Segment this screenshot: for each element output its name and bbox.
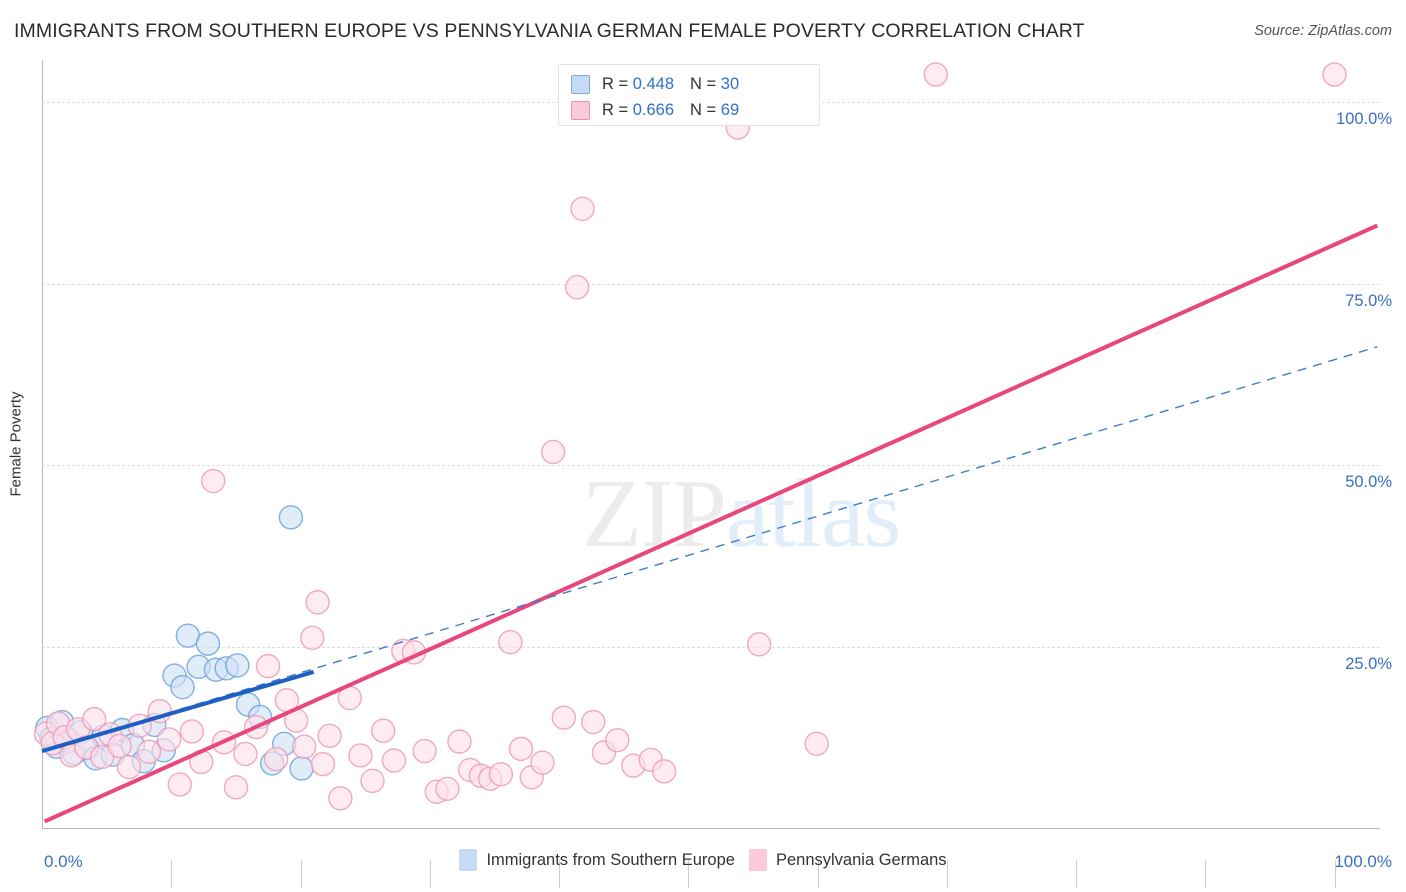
gridline bbox=[42, 646, 1380, 648]
scatter-point bbox=[170, 674, 195, 700]
series-legend-swatch-germans bbox=[748, 849, 767, 871]
scatter-point bbox=[651, 759, 677, 784]
scatter-point bbox=[263, 746, 289, 772]
x-axis-tick bbox=[559, 860, 561, 888]
trendline-immigrants-extrapolated bbox=[41, 346, 1378, 752]
series-legend-label-germans: Pennsylvania Germans bbox=[775, 850, 947, 869]
x-axis-min-label: 0.0% bbox=[44, 852, 83, 871]
series-legend: Immigrants from Southern Europe Pennsylv… bbox=[0, 849, 1406, 871]
x-axis-tick bbox=[429, 860, 431, 888]
stats-legend-row: R = 0.448 N = 30 bbox=[571, 71, 809, 97]
n-value-pink: 69 bbox=[720, 100, 740, 119]
y-axis-tick-label: 25.0% bbox=[1345, 654, 1392, 673]
page-title: IMMIGRANTS FROM SOUTHERN EUROPE VS PENNS… bbox=[14, 20, 1085, 42]
stats-legend-text-blue: R = 0.448 N = 30 bbox=[602, 74, 740, 93]
y-axis-tick-label: 75.0% bbox=[1345, 291, 1392, 310]
scatter-point bbox=[116, 754, 142, 780]
scatter-point bbox=[605, 727, 630, 753]
scatter-point bbox=[107, 733, 132, 759]
scatter-point bbox=[310, 751, 336, 777]
x-axis-tick bbox=[688, 860, 690, 888]
scatter-point bbox=[90, 744, 115, 770]
x-axis-line bbox=[42, 828, 1380, 829]
x-axis-tick bbox=[300, 860, 302, 888]
scatter-point bbox=[570, 196, 595, 222]
scatter-point bbox=[136, 739, 162, 764]
scatter-point bbox=[233, 741, 258, 767]
y-axis-tick-label: 50.0% bbox=[1345, 473, 1392, 492]
x-axis-tick bbox=[1334, 860, 1336, 888]
stats-legend-row: R = 0.666 N = 69 bbox=[571, 97, 809, 123]
scatter-point bbox=[305, 590, 330, 615]
scatter-point bbox=[488, 762, 514, 787]
scatter-point bbox=[201, 468, 226, 494]
scatter-point bbox=[225, 653, 250, 678]
scatter-point bbox=[581, 709, 606, 735]
scatter-point bbox=[498, 629, 523, 655]
scatter-point bbox=[278, 505, 304, 530]
x-axis-tick bbox=[1205, 860, 1207, 888]
r-value-pink: 0.666 bbox=[632, 100, 675, 119]
scatter-point bbox=[435, 776, 460, 801]
source-attribution: Source: ZipAtlas.com bbox=[1254, 23, 1392, 39]
scatter-point bbox=[530, 750, 555, 775]
scatter-point bbox=[317, 723, 342, 749]
scatter-point bbox=[179, 719, 205, 744]
x-axis-max-label: 100.0% bbox=[1334, 852, 1392, 871]
scatter-point bbox=[292, 734, 317, 759]
scatter-point bbox=[540, 439, 566, 465]
r-value-blue: 0.448 bbox=[632, 74, 675, 93]
scatter-point bbox=[328, 786, 353, 811]
scatter-point bbox=[223, 775, 249, 800]
scatter-point bbox=[746, 632, 772, 657]
y-axis-tick-label: 100.0% bbox=[1336, 110, 1392, 129]
stats-legend-swatch-pink bbox=[571, 100, 590, 120]
series-legend-label-immigrants: Immigrants from Southern Europe bbox=[486, 850, 735, 869]
stats-legend-text-pink: R = 0.666 N = 69 bbox=[602, 100, 740, 119]
scatter-point bbox=[156, 727, 182, 752]
scatter-point bbox=[370, 718, 396, 743]
scatter-point bbox=[381, 748, 407, 773]
series-legend-item-immigrants[interactable]: Immigrants from Southern Europe bbox=[459, 849, 735, 871]
stats-legend: R = 0.448 N = 30 R = 0.666 N = 69 bbox=[558, 64, 820, 126]
x-axis-tick bbox=[171, 860, 173, 888]
series-legend-swatch-immigrants bbox=[459, 849, 478, 871]
scatter-point bbox=[923, 62, 948, 87]
scatter-point bbox=[447, 729, 472, 754]
x-axis-tick bbox=[946, 860, 948, 888]
y-axis-title-wrap: Female Poverty bbox=[8, 60, 25, 828]
gridline bbox=[42, 465, 1380, 467]
scatter-point bbox=[167, 772, 193, 797]
scatter-point bbox=[255, 653, 281, 679]
scatter-point bbox=[81, 706, 107, 732]
series-legend-item-germans[interactable]: Pennsylvania Germans bbox=[748, 849, 947, 871]
trendline-immigrants-southern-europe bbox=[41, 670, 315, 753]
scatter-point bbox=[804, 731, 829, 756]
plot-area: ZIPatlas bbox=[33, 60, 1380, 888]
stats-legend-swatch-blue bbox=[571, 74, 590, 94]
scatter-layer bbox=[33, 62, 1379, 824]
scatter-point bbox=[565, 275, 590, 300]
scatter-point bbox=[360, 768, 385, 794]
y-axis-line bbox=[42, 60, 43, 828]
n-value-blue: 30 bbox=[720, 74, 740, 93]
x-axis-tick bbox=[1076, 860, 1078, 888]
trendline-pennsylvania-germans bbox=[43, 223, 1379, 824]
scatter-point bbox=[289, 756, 314, 781]
y-axis-title: Female Poverty bbox=[7, 391, 25, 497]
scatter-point bbox=[195, 631, 221, 656]
scatter-point bbox=[1322, 62, 1347, 87]
scatter-point bbox=[300, 625, 325, 651]
x-axis-tick bbox=[817, 860, 819, 888]
scatter-point bbox=[412, 738, 437, 764]
gridline bbox=[42, 283, 1380, 285]
scatter-point bbox=[551, 705, 577, 730]
scatter-point bbox=[508, 736, 534, 762]
scatter-point bbox=[348, 743, 373, 768]
